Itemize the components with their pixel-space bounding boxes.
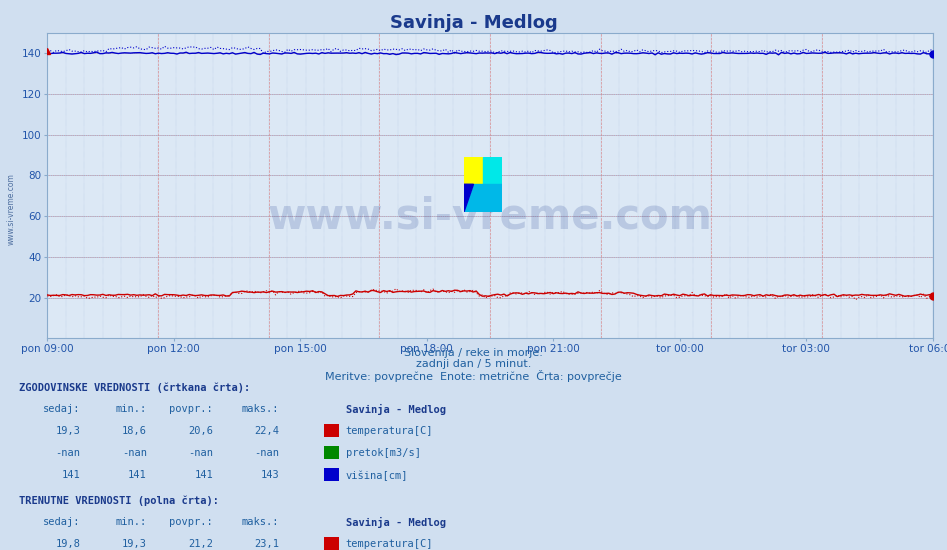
Bar bbox=[483, 157, 502, 184]
Text: sedaj:: sedaj: bbox=[43, 404, 80, 414]
Text: maks.:: maks.: bbox=[241, 517, 279, 527]
Text: maks.:: maks.: bbox=[241, 404, 279, 414]
Text: -nan: -nan bbox=[56, 448, 80, 458]
Text: -nan: -nan bbox=[122, 448, 147, 458]
Text: www.si-vreme.com: www.si-vreme.com bbox=[268, 195, 712, 237]
Text: povpr.:: povpr.: bbox=[170, 517, 213, 527]
Text: min.:: min.: bbox=[116, 404, 147, 414]
Text: TRENUTNE VREDNOSTI (polna črta):: TRENUTNE VREDNOSTI (polna črta): bbox=[19, 495, 219, 505]
Text: Meritve: povprečne  Enote: metrične  Črta: povprečje: Meritve: povprečne Enote: metrične Črta:… bbox=[325, 370, 622, 382]
Polygon shape bbox=[464, 184, 502, 212]
Text: 19,3: 19,3 bbox=[122, 539, 147, 549]
Text: pretok[m3/s]: pretok[m3/s] bbox=[346, 448, 420, 458]
Text: 141: 141 bbox=[194, 470, 213, 480]
Text: višina[cm]: višina[cm] bbox=[346, 470, 408, 481]
Text: 21,2: 21,2 bbox=[188, 539, 213, 549]
Bar bbox=[464, 157, 483, 184]
Text: Savinja - Medlog: Savinja - Medlog bbox=[346, 404, 446, 415]
Text: 20,6: 20,6 bbox=[188, 426, 213, 436]
Polygon shape bbox=[464, 184, 474, 212]
Text: www.si-vreme.com: www.si-vreme.com bbox=[7, 173, 16, 245]
Text: min.:: min.: bbox=[116, 517, 147, 527]
Text: 23,1: 23,1 bbox=[255, 539, 279, 549]
Text: sedaj:: sedaj: bbox=[43, 517, 80, 527]
Text: Savinja - Medlog: Savinja - Medlog bbox=[389, 14, 558, 32]
Text: 19,3: 19,3 bbox=[56, 426, 80, 436]
Text: 18,6: 18,6 bbox=[122, 426, 147, 436]
Text: zadnji dan / 5 minut.: zadnji dan / 5 minut. bbox=[416, 359, 531, 369]
Text: Savinja - Medlog: Savinja - Medlog bbox=[346, 517, 446, 528]
Text: temperatura[C]: temperatura[C] bbox=[346, 539, 433, 549]
Text: 22,4: 22,4 bbox=[255, 426, 279, 436]
Text: temperatura[C]: temperatura[C] bbox=[346, 426, 433, 436]
Text: 143: 143 bbox=[260, 470, 279, 480]
Text: 141: 141 bbox=[62, 470, 80, 480]
Text: 141: 141 bbox=[128, 470, 147, 480]
Text: 19,8: 19,8 bbox=[56, 539, 80, 549]
Text: Slovenija / reke in morje.: Slovenija / reke in morje. bbox=[404, 348, 543, 358]
Text: -nan: -nan bbox=[255, 448, 279, 458]
Text: -nan: -nan bbox=[188, 448, 213, 458]
Text: povpr.:: povpr.: bbox=[170, 404, 213, 414]
Text: ZGODOVINSKE VREDNOSTI (črtkana črta):: ZGODOVINSKE VREDNOSTI (črtkana črta): bbox=[19, 382, 250, 393]
